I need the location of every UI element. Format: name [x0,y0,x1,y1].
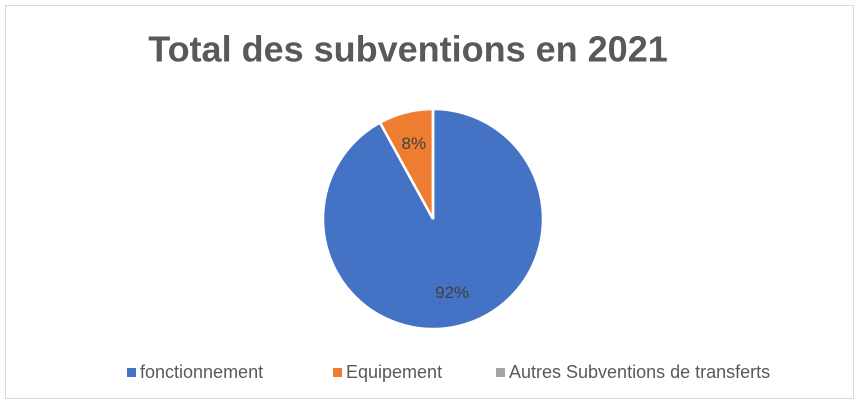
legend-swatch [496,368,505,377]
legend-label: Equipement [346,362,442,382]
legend-swatch [333,368,342,377]
chart-title: Total des subventions en 2021 [148,29,668,70]
legend-label: Autres Subventions de transferts [509,362,770,382]
data-label: 8% [402,134,427,153]
data-label: 92% [435,283,469,302]
legend-swatch [127,368,136,377]
legend-label: fonctionnement [140,362,263,382]
